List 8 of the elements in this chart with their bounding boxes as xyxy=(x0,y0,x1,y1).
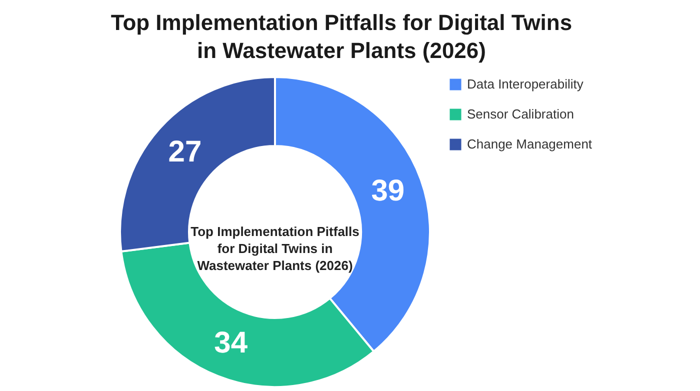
text: Top Implementation Pitfalls for Digital Twins in Wastewater Plants (2026) xyxy=(190,224,360,273)
legend-label: Change Management xyxy=(467,136,592,152)
data-label: 27 xyxy=(168,136,202,169)
data-label: 34 xyxy=(214,326,248,360)
legend-label: Sensor Calibration xyxy=(467,106,574,122)
chart-title: Top Implementation Pitfalls for Digital Twins in Wastewater Plants (2026) xyxy=(110,10,572,63)
legend-label: Data Interoperability xyxy=(467,76,584,92)
data-label: 39 xyxy=(371,174,405,208)
